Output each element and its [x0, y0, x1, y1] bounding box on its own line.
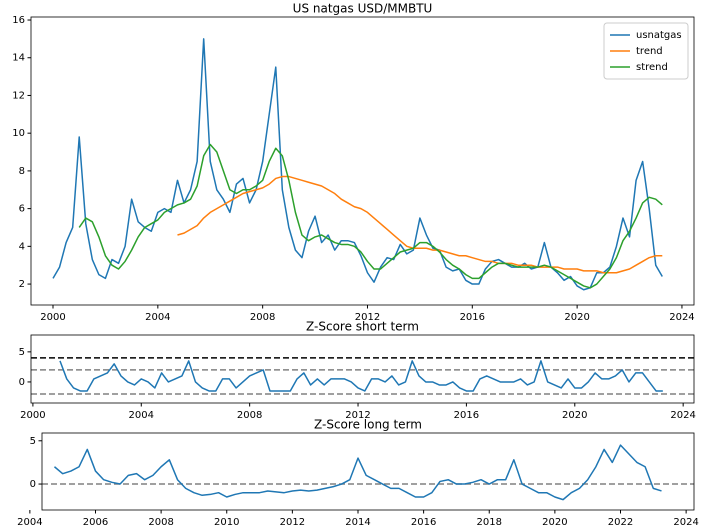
axes-frame [41, 432, 695, 511]
x-tick-label: 2024 [669, 312, 694, 323]
x-tick-label: 2008 [237, 410, 262, 421]
y-tick-label: 10 [12, 128, 25, 139]
plot-area [31, 357, 694, 395]
x-tick-label: 2024 [673, 517, 698, 528]
chart-title: US natgas USD/MMBTU [293, 2, 433, 16]
y-tick-label: 0 [30, 479, 36, 490]
x-tick-label: 2006 [83, 517, 108, 528]
x-tick-label: 2016 [460, 312, 485, 323]
plot-area [52, 38, 663, 291]
y-tick-label: 0 [19, 377, 25, 388]
y-tick-label: 16 [12, 15, 25, 26]
x-tick-label: 2012 [345, 410, 370, 421]
x-tick-label: 2016 [411, 517, 436, 528]
plot-area [42, 444, 694, 501]
x-tick-label: 2004 [129, 410, 154, 421]
y-tick-label: 12 [12, 90, 25, 101]
x-tick-label: 2012 [280, 517, 305, 528]
x-tick-label: 2014 [345, 517, 370, 528]
y-tick-label: 5 [30, 436, 36, 447]
chart-title: Z-Score short term [306, 320, 419, 334]
x-tick-label: 2016 [454, 410, 479, 421]
x-tick-label: 2000 [20, 410, 45, 421]
series-line [177, 175, 663, 274]
series-line [78, 143, 663, 289]
series-line [59, 360, 663, 392]
y-tick-label: 5 [19, 347, 25, 358]
legend-box [603, 22, 689, 80]
x-tick-label: 2012 [355, 312, 380, 323]
y-tick-label: 4 [19, 241, 25, 252]
subplot: US natgas USD/MMBTU 2000 2004 2008 2012 2016 2… [12, 2, 694, 324]
legend-label: usnatgas [636, 30, 682, 41]
series-line [52, 38, 663, 291]
series-line [53, 444, 662, 501]
x-tick-label: 2000 [40, 312, 65, 323]
chart-title: Z-Score long term [314, 418, 422, 432]
legend-label: strend [636, 62, 668, 73]
x-tick-label: 2020 [562, 410, 587, 421]
x-tick-label: 2008 [148, 517, 173, 528]
x-tick-label: 2004 [145, 312, 170, 323]
legend: usnatgas trend strend [603, 22, 689, 80]
subplot: Z-Score short term 2000 2004 2008 2012 2016 20… [19, 320, 696, 422]
axes-frame [30, 16, 695, 306]
y-tick-label: 2 [19, 279, 25, 290]
y-tick-label: 6 [19, 204, 25, 215]
x-tick-label: 2004 [17, 517, 42, 528]
y-tick-label: 14 [12, 53, 25, 64]
y-tick-label: 8 [19, 166, 25, 177]
x-tick-label: 2020 [564, 312, 589, 323]
x-tick-label: 2024 [670, 410, 695, 421]
x-tick-label: 2010 [214, 517, 239, 528]
x-tick-label: 2008 [250, 312, 275, 323]
subplot: Z-Score long term 2004 2006 2008 2010 2012 201… [17, 418, 699, 529]
legend-label: trend [636, 46, 663, 57]
x-tick-label: 2018 [477, 517, 502, 528]
x-tick-label: 2020 [542, 517, 567, 528]
axes-frame [30, 334, 695, 404]
x-tick-label: 2022 [608, 517, 633, 528]
